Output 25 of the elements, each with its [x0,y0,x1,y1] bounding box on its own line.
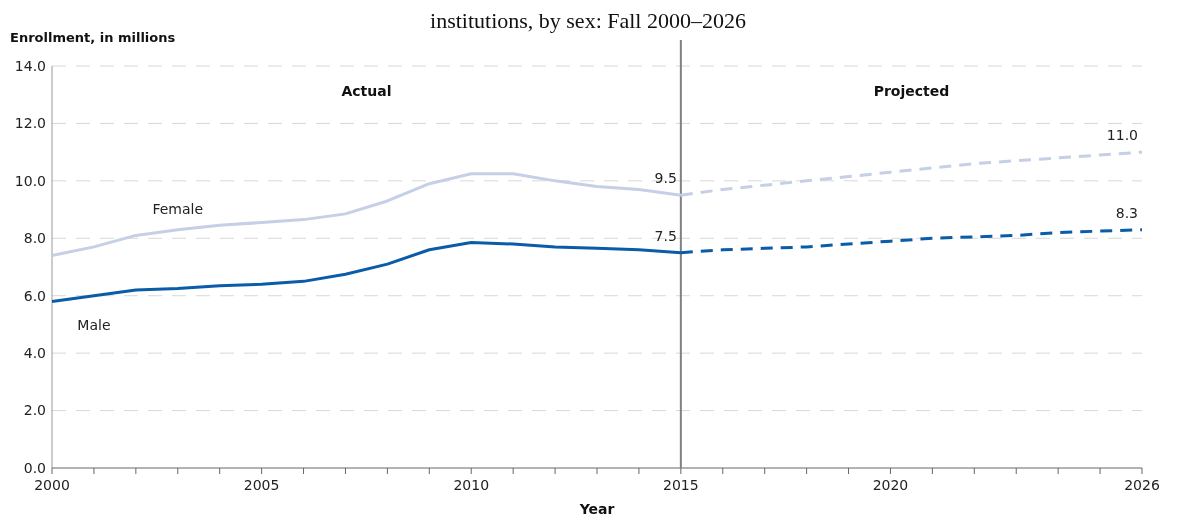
annotation: Projected [873,83,950,99]
data-label: 9.5 [654,170,677,187]
y-tick-label: 10.0 [14,172,46,189]
data-label: 11.0 [1106,127,1138,144]
x-tick-label: 2010 [453,477,490,493]
y-tick-label: 14.0 [14,57,46,74]
x-tick-label: 2020 [872,477,909,493]
y-tick-label: 0.0 [23,459,46,476]
series-label: Female [152,200,204,217]
x-axis-title: Year [578,501,615,517]
y-tick-label: 4.0 [23,345,46,362]
x-tick-label: 2015 [663,477,699,493]
x-tick-label: 2026 [1124,477,1160,493]
y-tick-label: 8.0 [23,230,46,247]
annotation: Actual [341,83,392,99]
x-tick-label: 2000 [34,477,70,493]
y-tick-label: 2.0 [23,402,46,419]
y-axis-title: Enrollment, in millions [10,30,176,45]
data-label: 8.3 [1115,204,1138,221]
chart-title: institutions, by sex: Fall 2000–2026 [430,8,746,33]
data-label: 7.5 [654,227,677,244]
series-label: Male [77,316,111,333]
y-tick-label: 12.0 [14,115,46,132]
y-tick-label: 6.0 [23,287,46,304]
x-tick-label: 2005 [243,477,280,493]
